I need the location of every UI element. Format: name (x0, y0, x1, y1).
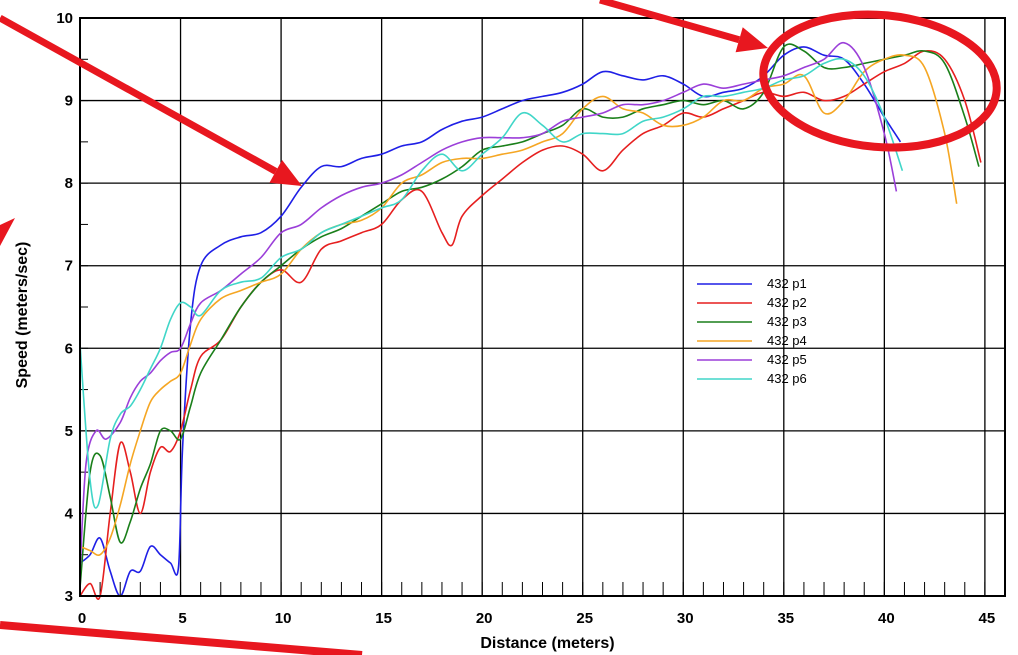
x-tick-label: 10 (275, 610, 292, 627)
legend-label: 432 p1 (767, 276, 807, 291)
y-tick-label: 5 (65, 423, 73, 440)
y-tick-label: 10 (56, 10, 73, 27)
x-tick-label: 20 (476, 610, 493, 627)
minor-ticks (79, 17, 1006, 597)
series-layer (79, 41, 982, 600)
y-tick-labels: 3 4 5 6 7 8 9 10 (56, 10, 73, 605)
annotation-arrow-top (599, 0, 768, 53)
y-tick-label: 7 (65, 258, 73, 275)
y-tick-label: 8 (65, 175, 73, 192)
y-tick-label: 9 (65, 93, 73, 110)
y-tick-label: 3 (65, 588, 73, 605)
annotation-arrow-top-shaft (599, 0, 741, 44)
x-tick-label: 25 (576, 610, 593, 627)
x-tick-labels: 0 5 10 15 20 25 30 35 40 45 (78, 610, 995, 627)
annotation-arrow-left-fragment (0, 218, 15, 246)
series-line-432-p6 (79, 57, 904, 509)
x-tick-label: 40 (878, 610, 895, 627)
annotation-arrow-upper-head (269, 160, 302, 186)
legend-label: 432 p3 (767, 314, 807, 329)
x-tick-label: 35 (777, 610, 794, 627)
legend-label: 432 p2 (767, 295, 807, 310)
legend-label: 432 p4 (767, 333, 807, 348)
y-axis-title: Speed (meters/sec) (14, 242, 31, 389)
x-tick-label: 15 (375, 610, 392, 627)
annotation-arrow-top-head (735, 27, 768, 53)
annotation-arrow-upper (0, 14, 302, 186)
plot-frame (79, 17, 1006, 597)
x-axis-title: Distance (meters) (480, 635, 614, 652)
legend-label: 432 p5 (767, 352, 807, 367)
x-tick-label: 30 (677, 610, 694, 627)
x-tick-label: 0 (78, 610, 86, 627)
annotation-arrow-bottom (0, 621, 363, 655)
legend: 432 p1 432 p2 432 p3 432 p4 432 p5 432 p6 (697, 276, 807, 386)
series-line-432-p2 (79, 50, 982, 600)
series-line-432-p1 (79, 46, 902, 597)
x-tick-label: 5 (178, 610, 186, 627)
series-line-432-p5 (79, 41, 898, 572)
legend-label: 432 p6 (767, 371, 807, 386)
y-tick-label: 4 (65, 505, 74, 522)
series-line-432-p3 (79, 43, 980, 588)
x-tick-label: 45 (979, 610, 996, 627)
series-line-432-p4 (79, 54, 958, 556)
annotation-arrow-upper-shaft (0, 14, 278, 175)
grid-lines (79, 17, 1005, 597)
annotation-circle (759, 10, 1001, 152)
y-tick-label: 6 (65, 340, 73, 357)
